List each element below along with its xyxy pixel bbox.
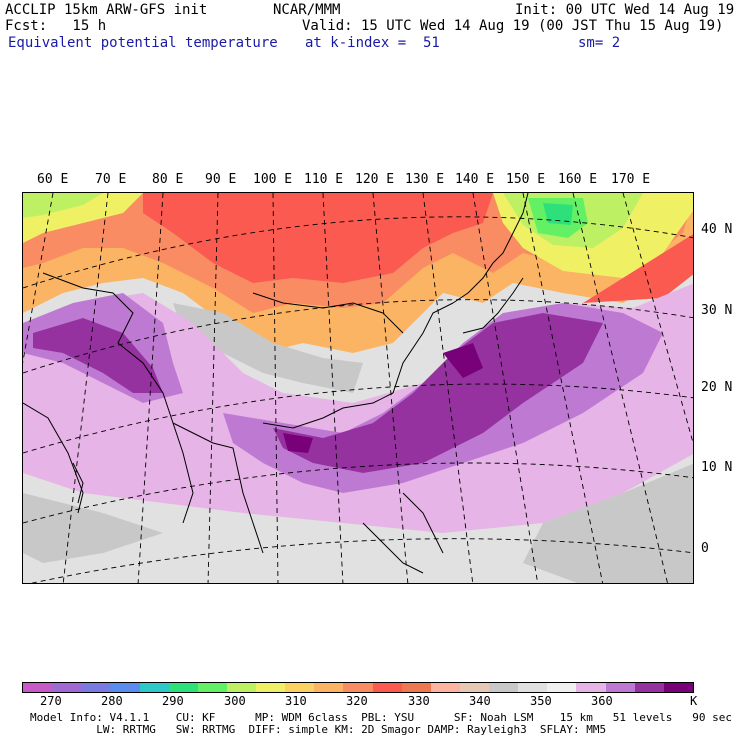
colorbar-swatch bbox=[634, 683, 664, 692]
lon-label: 170 E bbox=[611, 172, 651, 187]
lon-label: 70 E bbox=[95, 172, 127, 187]
colorbar-swatch bbox=[139, 683, 169, 692]
center-name: NCAR/MMM bbox=[273, 2, 341, 18]
colorbar-unit: K bbox=[690, 694, 698, 708]
colorbar-swatch bbox=[314, 683, 344, 692]
colorbar-label: 340 bbox=[469, 694, 491, 708]
colorbar-label: 360 bbox=[591, 694, 613, 708]
init-time: Init: 00 UTC Wed 14 Aug 19 bbox=[515, 2, 735, 18]
lon-label: 60 E bbox=[37, 172, 69, 187]
lon-label: 130 E bbox=[405, 172, 445, 187]
colorbar-label: 330 bbox=[408, 694, 430, 708]
colorbar-label: 290 bbox=[162, 694, 184, 708]
lon-label: 100 E bbox=[253, 172, 293, 187]
colorbar-swatch bbox=[168, 683, 198, 692]
forecast-hour: Fcst: 15 h bbox=[5, 18, 107, 34]
colorbar-swatch bbox=[605, 683, 635, 692]
lat-label: 10 N bbox=[701, 460, 733, 475]
lon-label: 110 E bbox=[304, 172, 344, 187]
colorbar-label: 270 bbox=[40, 694, 62, 708]
lon-label: 140 E bbox=[455, 172, 495, 187]
lat-label: 30 N bbox=[701, 303, 733, 318]
colorbar-swatch bbox=[459, 683, 489, 692]
colorbar-label: 300 bbox=[224, 694, 246, 708]
colorbar-swatch bbox=[489, 683, 519, 692]
valid-time: Valid: 15 UTC Wed 14 Aug 19 (00 JST Thu … bbox=[302, 18, 724, 34]
field-name: Equivalent potential temperature bbox=[8, 35, 278, 51]
map-panel bbox=[22, 192, 694, 584]
colorbar-swatch bbox=[285, 683, 315, 692]
colorbar-swatch bbox=[343, 683, 373, 692]
colorbar-label: 310 bbox=[285, 694, 307, 708]
colorbar-swatch bbox=[52, 683, 82, 692]
smoothing: sm= 2 bbox=[578, 35, 621, 51]
colorbar-swatch bbox=[663, 683, 693, 692]
colorbar-swatch bbox=[372, 683, 402, 692]
lon-label: 150 E bbox=[506, 172, 546, 187]
colorbar-swatch bbox=[110, 683, 140, 692]
lat-label: 0 bbox=[701, 541, 709, 556]
colorbar-swatch bbox=[547, 683, 577, 692]
colorbar-swatch bbox=[256, 683, 286, 692]
lat-label: 40 N bbox=[701, 222, 733, 237]
colorbar-swatch bbox=[401, 683, 431, 692]
run-title: ACCLIP 15km ARW-GFS init bbox=[5, 2, 208, 18]
colorbar-swatch bbox=[518, 683, 548, 692]
colorbar-swatch bbox=[576, 683, 606, 692]
colorbar-label: 280 bbox=[101, 694, 123, 708]
colorbar-label: 350 bbox=[530, 694, 552, 708]
colorbar-swatch bbox=[197, 683, 227, 692]
model-info-line1: Model Info: V4.1.1 CU: KF MP: WDM 6class… bbox=[30, 711, 732, 724]
lon-label: 90 E bbox=[205, 172, 237, 187]
colorbar-swatch bbox=[430, 683, 460, 692]
lon-label: 120 E bbox=[355, 172, 395, 187]
lat-label: 20 N bbox=[701, 380, 733, 395]
model-info-line2: LW: RRTMG SW: RRTMG DIFF: simple KM: 2D … bbox=[30, 723, 607, 736]
lon-label: 80 E bbox=[152, 172, 184, 187]
level-index: at k-index = 51 bbox=[305, 35, 440, 51]
theta-e-field bbox=[23, 193, 693, 583]
colorbar-swatch bbox=[226, 683, 256, 692]
lon-label: 160 E bbox=[558, 172, 598, 187]
colorbar-swatch bbox=[23, 683, 53, 692]
colorbar bbox=[22, 682, 694, 693]
colorbar-swatch bbox=[81, 683, 111, 692]
colorbar-label: 320 bbox=[346, 694, 368, 708]
